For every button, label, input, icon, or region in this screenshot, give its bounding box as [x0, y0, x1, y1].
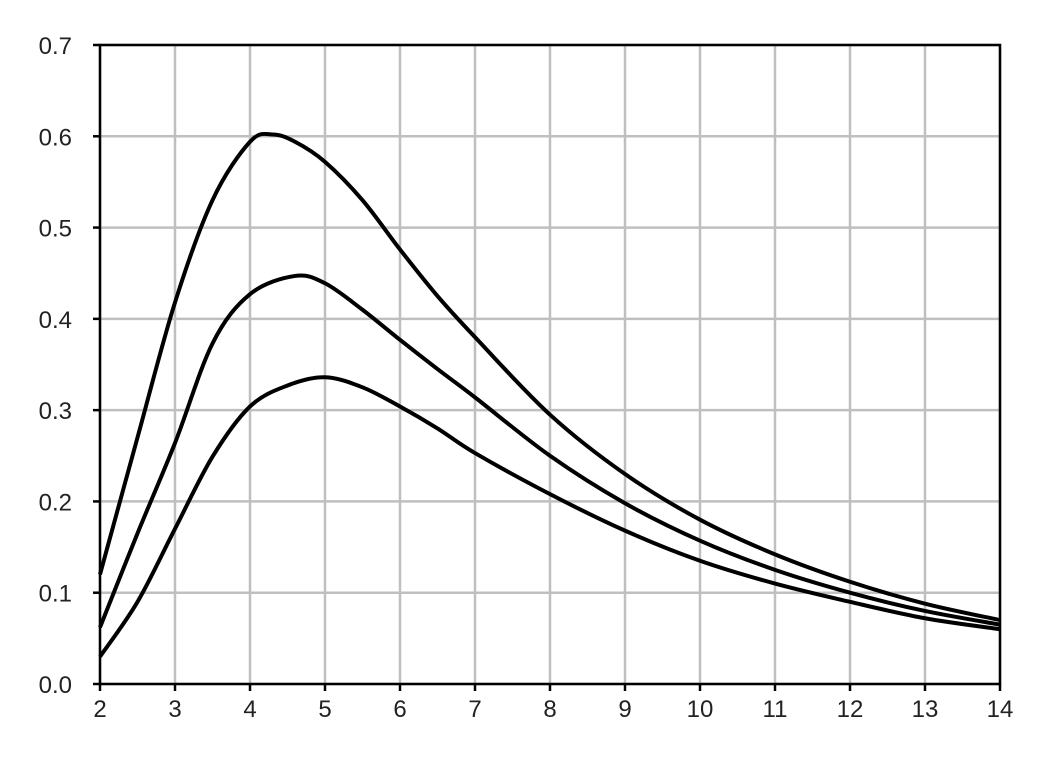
y-tick-label: 0.0	[39, 672, 72, 699]
x-tick-label: 6	[393, 696, 406, 723]
x-tick-label: 3	[168, 696, 181, 723]
y-tick-label: 0.7	[39, 33, 72, 60]
y-tick-label: 0.6	[39, 124, 72, 151]
x-tick-label: 11	[763, 696, 788, 723]
x-tick-label: 12	[837, 696, 864, 723]
x-tick-labels: 2 3 4 5 6 7 8 9 10 11 12 13 14	[93, 696, 1013, 723]
y-tick-label: 0.3	[39, 398, 72, 425]
x-tick-label: 14	[987, 696, 1014, 723]
axes	[93, 43, 1002, 691]
x-tick-label: 7	[468, 696, 481, 723]
y-tick-label: 0.1	[39, 581, 72, 608]
y-tick-label: 0.4	[39, 307, 72, 334]
y-tick-label: 0.2	[39, 489, 72, 516]
x-tick-label: 5	[318, 696, 331, 723]
series-line-3	[98, 375, 1001, 658]
x-tick-label: 10	[687, 696, 714, 723]
y-tick-labels: 0.0 0.1 0.2 0.3 0.4 0.5 0.6 0.7	[39, 33, 72, 699]
series-line-2	[98, 273, 1001, 629]
series-line-1	[98, 131, 1001, 623]
y-tick-label: 0.5	[39, 216, 72, 243]
x-tick-label: 4	[243, 696, 256, 723]
series-lines	[98, 131, 1001, 658]
x-tick-label: 8	[543, 696, 556, 723]
x-tick-label: 9	[618, 696, 631, 723]
x-tick-label: 13	[912, 696, 939, 723]
x-tick-label: 2	[93, 696, 106, 723]
plot-frame	[98, 43, 1002, 686]
